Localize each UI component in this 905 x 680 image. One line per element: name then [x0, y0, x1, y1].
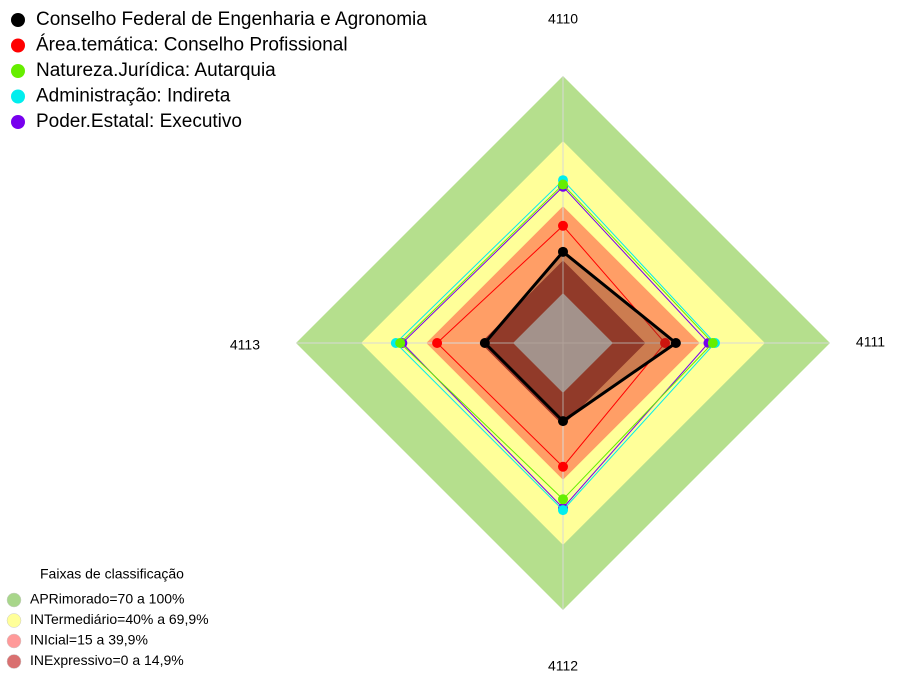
series-point	[395, 338, 406, 348]
axis-label: 4111	[856, 334, 885, 350]
legend-marker	[11, 38, 25, 53]
bands-title: Faixas de classificação	[40, 566, 184, 582]
series-point	[558, 416, 568, 427]
legend-marker	[11, 115, 25, 129]
band-legend-label: INIcial=15 a 39,9%	[30, 632, 148, 648]
series-point	[558, 505, 568, 516]
series-point	[558, 461, 568, 472]
series-point	[670, 338, 681, 348]
band-legend-label: APRimorado=70 a 100%	[30, 591, 185, 607]
legend-label: Natureza.Jurídica: Autarquia	[36, 60, 276, 81]
band-legend-marker	[6, 613, 22, 628]
series-point	[558, 179, 568, 190]
series-point	[558, 494, 568, 505]
series-point	[479, 338, 490, 348]
legend-label: Conselho Federal de Engenharia e Agronom…	[36, 9, 427, 30]
band-legend-marker	[6, 633, 22, 649]
band-legend-label: INTermediário=40% a 69,9%	[30, 611, 209, 627]
series-point	[558, 220, 568, 231]
series-point	[558, 246, 568, 257]
legend-label: Poder.Estatal: Executivo	[36, 111, 242, 132]
axis-label: 4110	[548, 11, 578, 27]
band-legend-label: INExpressivo=0 a 14,9%	[30, 652, 184, 668]
legend-marker	[11, 13, 25, 27]
axis-label: 4113	[230, 337, 260, 353]
legend-label: Área.temática: Conselho Profissional	[36, 35, 348, 56]
band-legend-marker	[6, 592, 22, 608]
axis-label: 4112	[548, 658, 578, 674]
legend-label: Administração: Indireta	[36, 86, 231, 107]
series-point	[660, 338, 671, 348]
legend-marker	[11, 89, 25, 104]
series-point	[707, 338, 718, 348]
series-point	[432, 338, 443, 348]
legend-marker	[11, 64, 25, 78]
band-legend-marker	[6, 654, 22, 669]
